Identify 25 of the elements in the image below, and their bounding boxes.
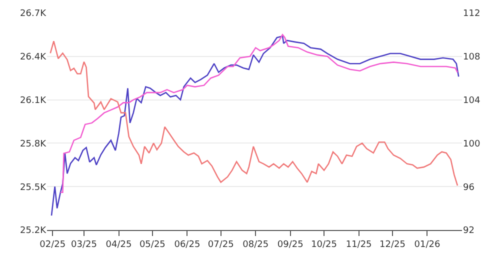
x-tick-label: 04/25 (106, 240, 132, 250)
y2-tick-label: 108 (463, 52, 480, 63)
y-tick-label: 26.1K (20, 96, 48, 106)
y2-tick-label: 112 (463, 9, 480, 20)
y2-tick-label: 104 (463, 96, 480, 106)
x-tick-label: 11/25 (346, 240, 372, 250)
line-series (50, 36, 460, 216)
x-tick-label: 02/25 (40, 240, 66, 250)
x-tick-label: 05/25 (139, 240, 166, 250)
x-tick-label: 10/25 (311, 240, 338, 250)
y-tick-label: 25.8K (20, 139, 48, 150)
x-tick-label: 06/25 (174, 240, 200, 250)
y2-tick-label: 100 (463, 139, 480, 150)
y-tick-label: 26.4K (20, 52, 48, 63)
x-tick-label: 07/25 (208, 240, 234, 250)
x-tick-label: 03/25 (71, 240, 97, 250)
y2-tick-label: 92 (463, 226, 474, 236)
y-tick-label: 25.5K (20, 182, 48, 193)
x-tick-label: 08/25 (242, 240, 269, 250)
y2-tick-label: 96 (463, 182, 475, 193)
x-tick-label: 01/26 (414, 240, 440, 250)
x-tick-label: 09/25 (277, 240, 304, 250)
y-tick-label: 26.7K (20, 9, 48, 20)
y-tick-label: 25.2K (20, 226, 48, 236)
x-tick-label: 12/25 (379, 240, 406, 250)
